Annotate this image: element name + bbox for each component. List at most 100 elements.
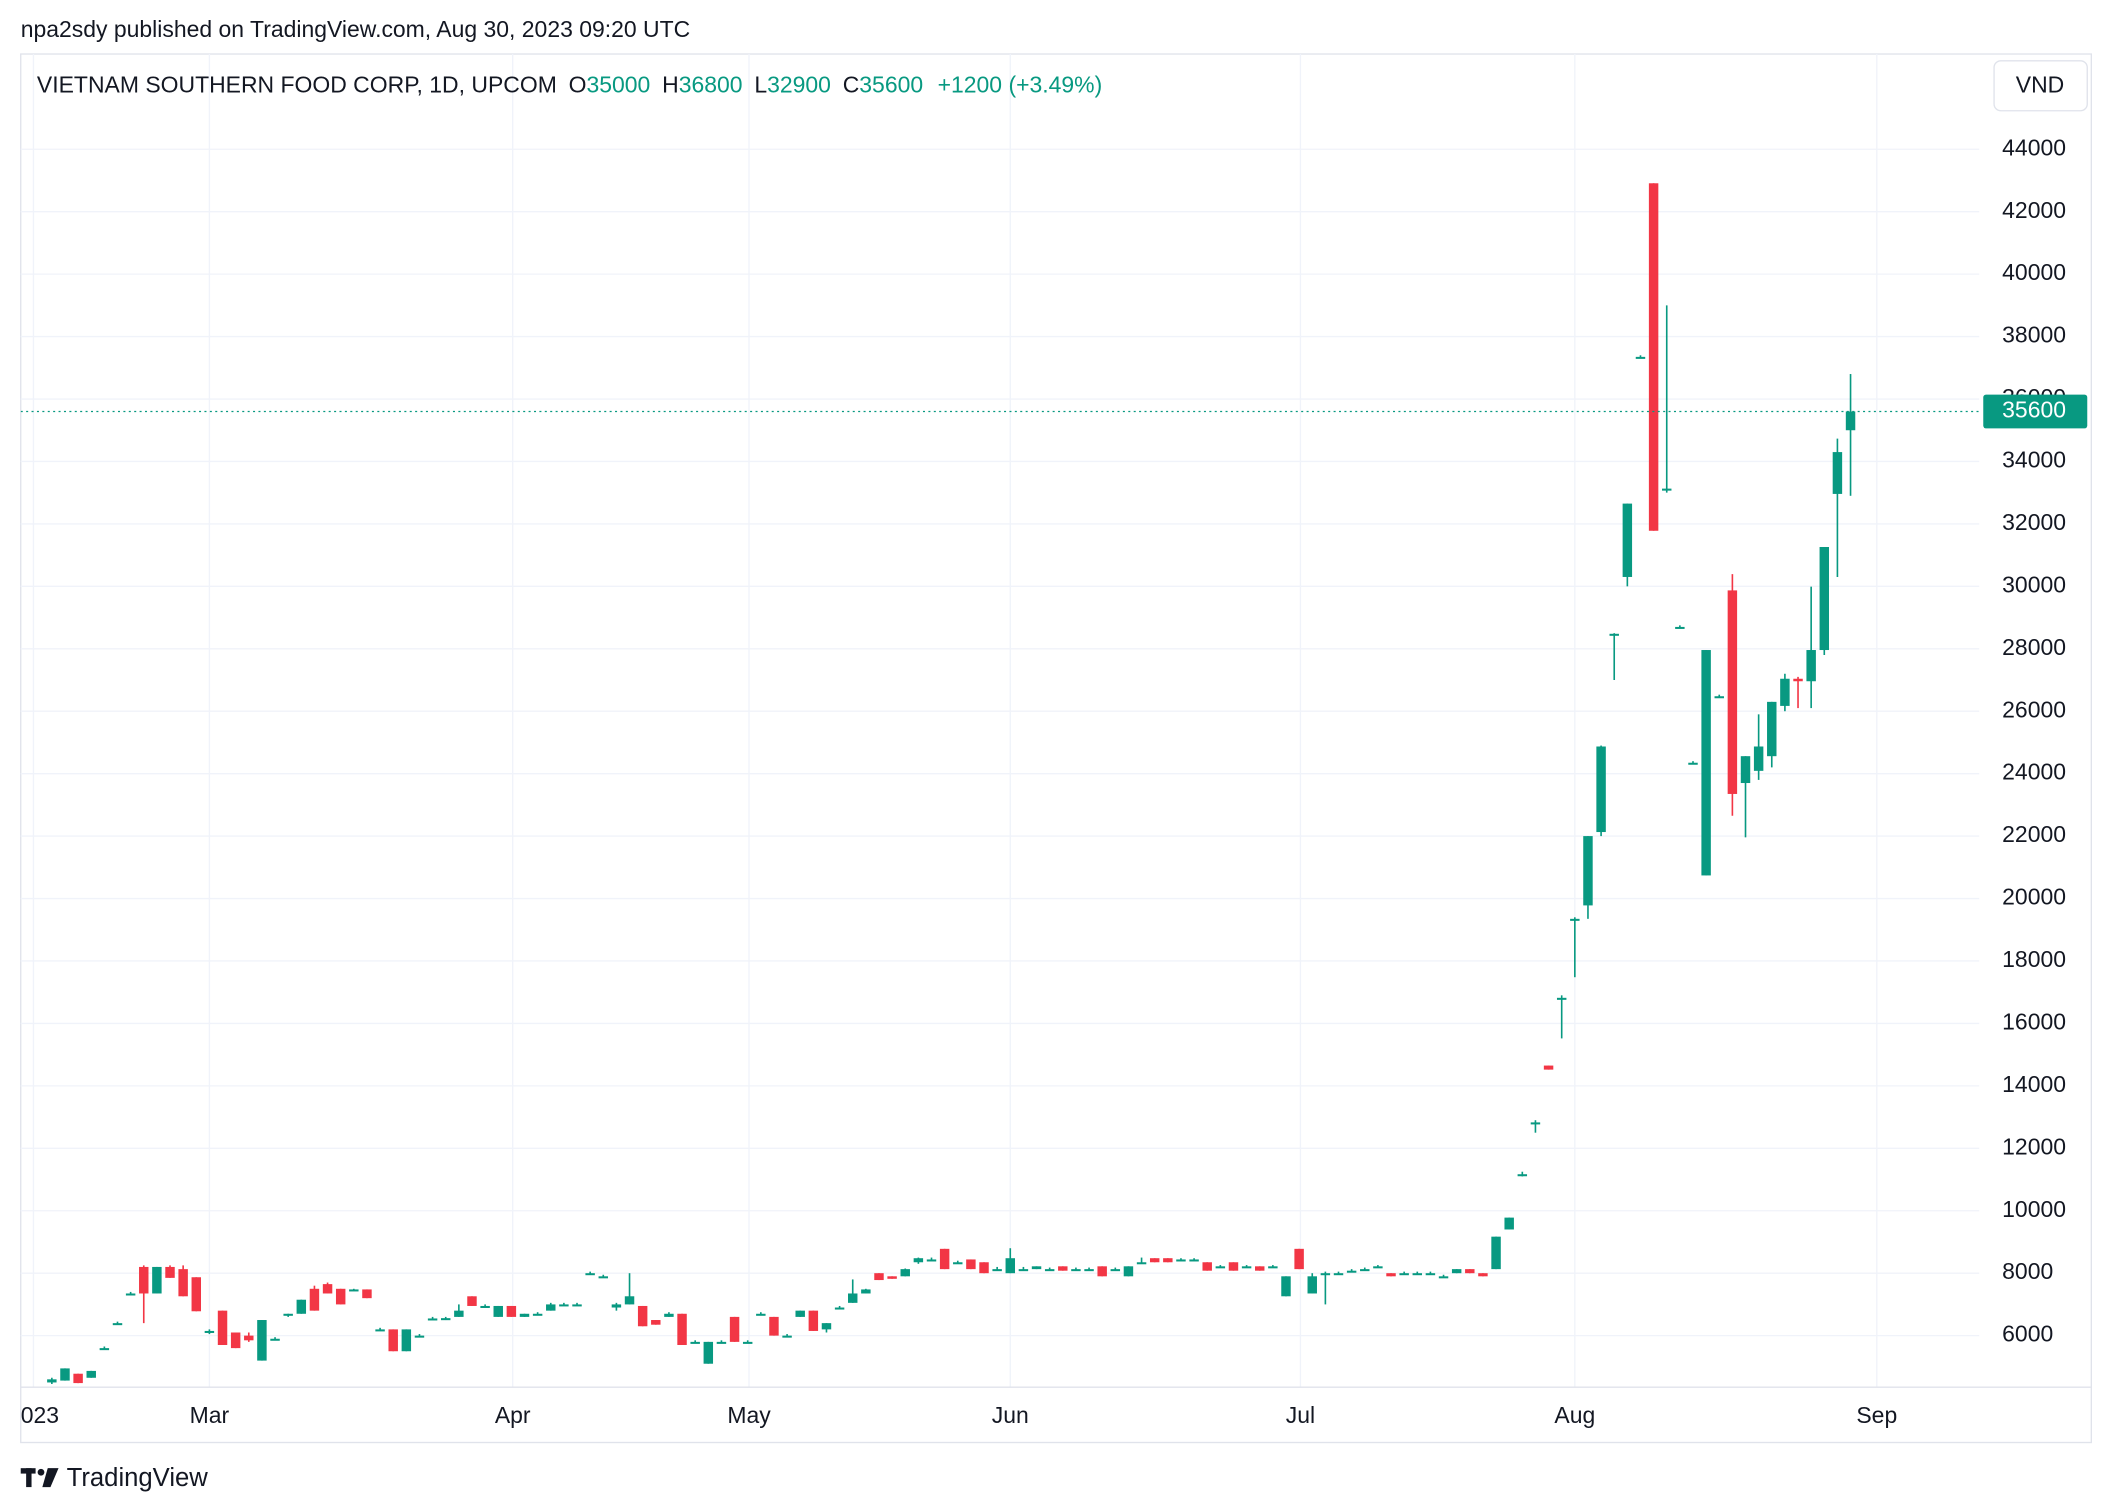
y-tick-label: 16000	[2002, 1008, 2066, 1034]
candle-body	[191, 1277, 201, 1312]
y-tick-label: 10000	[2002, 1196, 2066, 1222]
ohlc-value: 32900	[767, 72, 831, 98]
candle-body	[125, 1293, 136, 1296]
candle-body	[375, 1329, 385, 1332]
candle-body	[1149, 1258, 1160, 1263]
candle-body	[1688, 762, 1698, 765]
candle-body	[1806, 650, 1816, 682]
candle-body	[1845, 411, 1856, 431]
candle-body	[454, 1310, 464, 1317]
logo-stem	[26, 1468, 32, 1488]
candle-body	[1478, 1273, 1488, 1277]
candle-body	[506, 1305, 517, 1317]
ohlc-value: 35000	[587, 72, 651, 98]
y-tick-label: 32000	[2002, 509, 2066, 535]
candle-body	[283, 1313, 293, 1316]
candle-body	[1596, 746, 1606, 833]
candle-body	[1071, 1269, 1081, 1272]
published-line: npa2sdy published on TradingView.com, Au…	[21, 16, 691, 42]
candle-body	[1412, 1273, 1423, 1276]
currency-label[interactable]: VND	[2016, 72, 2064, 98]
last-price-tag	[1983, 394, 2088, 429]
candle-body	[47, 1379, 57, 1383]
candle-body	[1662, 488, 1672, 491]
candle-body	[1281, 1276, 1291, 1297]
candle-body	[1044, 1269, 1055, 1272]
candle-body	[913, 1258, 924, 1263]
candle-body	[401, 1329, 412, 1352]
y-tick-label: 28000	[2002, 634, 2066, 660]
candle-body	[887, 1276, 897, 1279]
candle-body	[729, 1316, 740, 1342]
y-tick-label: 26000	[2002, 696, 2066, 722]
candle-body	[322, 1284, 333, 1294]
candle-body	[1793, 678, 1803, 682]
candle-body	[1228, 1262, 1239, 1271]
candle-body	[1753, 746, 1764, 771]
candle-body	[362, 1289, 372, 1299]
candle-body	[1294, 1248, 1304, 1270]
candle-body	[296, 1299, 307, 1314]
candle-body	[1570, 918, 1580, 921]
candle-body	[1307, 1276, 1317, 1294]
ohlc-letter: H	[662, 72, 679, 98]
chart-frame	[20, 53, 2092, 1444]
candle-body	[1530, 1122, 1541, 1125]
x-tick-label: Sep	[1856, 1402, 1897, 1428]
candle-body	[1215, 1266, 1226, 1269]
ohlc-letter: C	[843, 72, 860, 98]
y-tick-label: 42000	[2002, 197, 2066, 223]
candle-body	[1491, 1236, 1501, 1270]
y-tick-label: 38000	[2002, 322, 2066, 348]
y-tick-label: 40000	[2002, 259, 2066, 285]
candle-body	[585, 1273, 595, 1276]
candle-body	[1727, 590, 1738, 794]
candle-body	[152, 1266, 162, 1294]
x-tick-label: Jul	[1286, 1402, 1315, 1428]
candle-body	[1767, 701, 1777, 757]
y-tick-label: 34000	[2002, 447, 2066, 473]
candle-body	[769, 1316, 779, 1336]
candle-body	[1333, 1273, 1344, 1276]
candle-body	[795, 1310, 805, 1317]
candle-body	[1202, 1262, 1212, 1271]
candle-body	[112, 1323, 123, 1326]
candle-body	[1255, 1266, 1265, 1271]
candle-body	[244, 1335, 254, 1341]
candle-body	[1451, 1269, 1462, 1274]
axes: 6000 8000 10000 12000 14000 16000 18000 20000 22…	[1983, 134, 2088, 1347]
x-tick-label: 2023	[8, 1402, 59, 1428]
candle-body	[1438, 1276, 1449, 1279]
candle-body	[559, 1304, 569, 1307]
candle-body	[1517, 1174, 1528, 1177]
candle-body	[900, 1269, 910, 1277]
candle-body	[86, 1370, 96, 1378]
currency-button[interactable]	[1993, 60, 2088, 112]
y-tick-label: 14000	[2002, 1071, 2066, 1097]
candle-body	[861, 1289, 871, 1294]
candle-body	[1018, 1269, 1029, 1272]
candle-body	[1543, 1065, 1554, 1070]
y-tick-label: 44000	[2002, 134, 2066, 160]
candle-body	[546, 1304, 556, 1311]
candle-body	[939, 1248, 950, 1270]
y-tick-label: 8000	[2002, 1258, 2053, 1284]
candle-body	[1084, 1269, 1094, 1272]
candle-body	[716, 1341, 727, 1344]
candle-body	[1268, 1266, 1278, 1269]
candle-body	[742, 1341, 753, 1344]
candle-body	[427, 1318, 438, 1321]
candle-body	[139, 1266, 149, 1294]
ohlc-value: 36800	[679, 72, 743, 98]
candle-body	[782, 1335, 792, 1338]
change-label: +1200 (+3.49%)	[938, 72, 1103, 98]
candle-body	[1504, 1217, 1514, 1230]
candle-body	[388, 1329, 398, 1352]
y-tick-label: 22000	[2002, 821, 2066, 847]
symbol-title: VIETNAM SOUTHERN FOOD CORP, 1D, UPCOM	[37, 72, 557, 98]
candle-body	[637, 1305, 648, 1327]
legend: VIETNAM SOUTHERN FOOD CORP, 1D, UPCOM O3…	[37, 72, 1102, 98]
candle-body	[1058, 1266, 1068, 1271]
